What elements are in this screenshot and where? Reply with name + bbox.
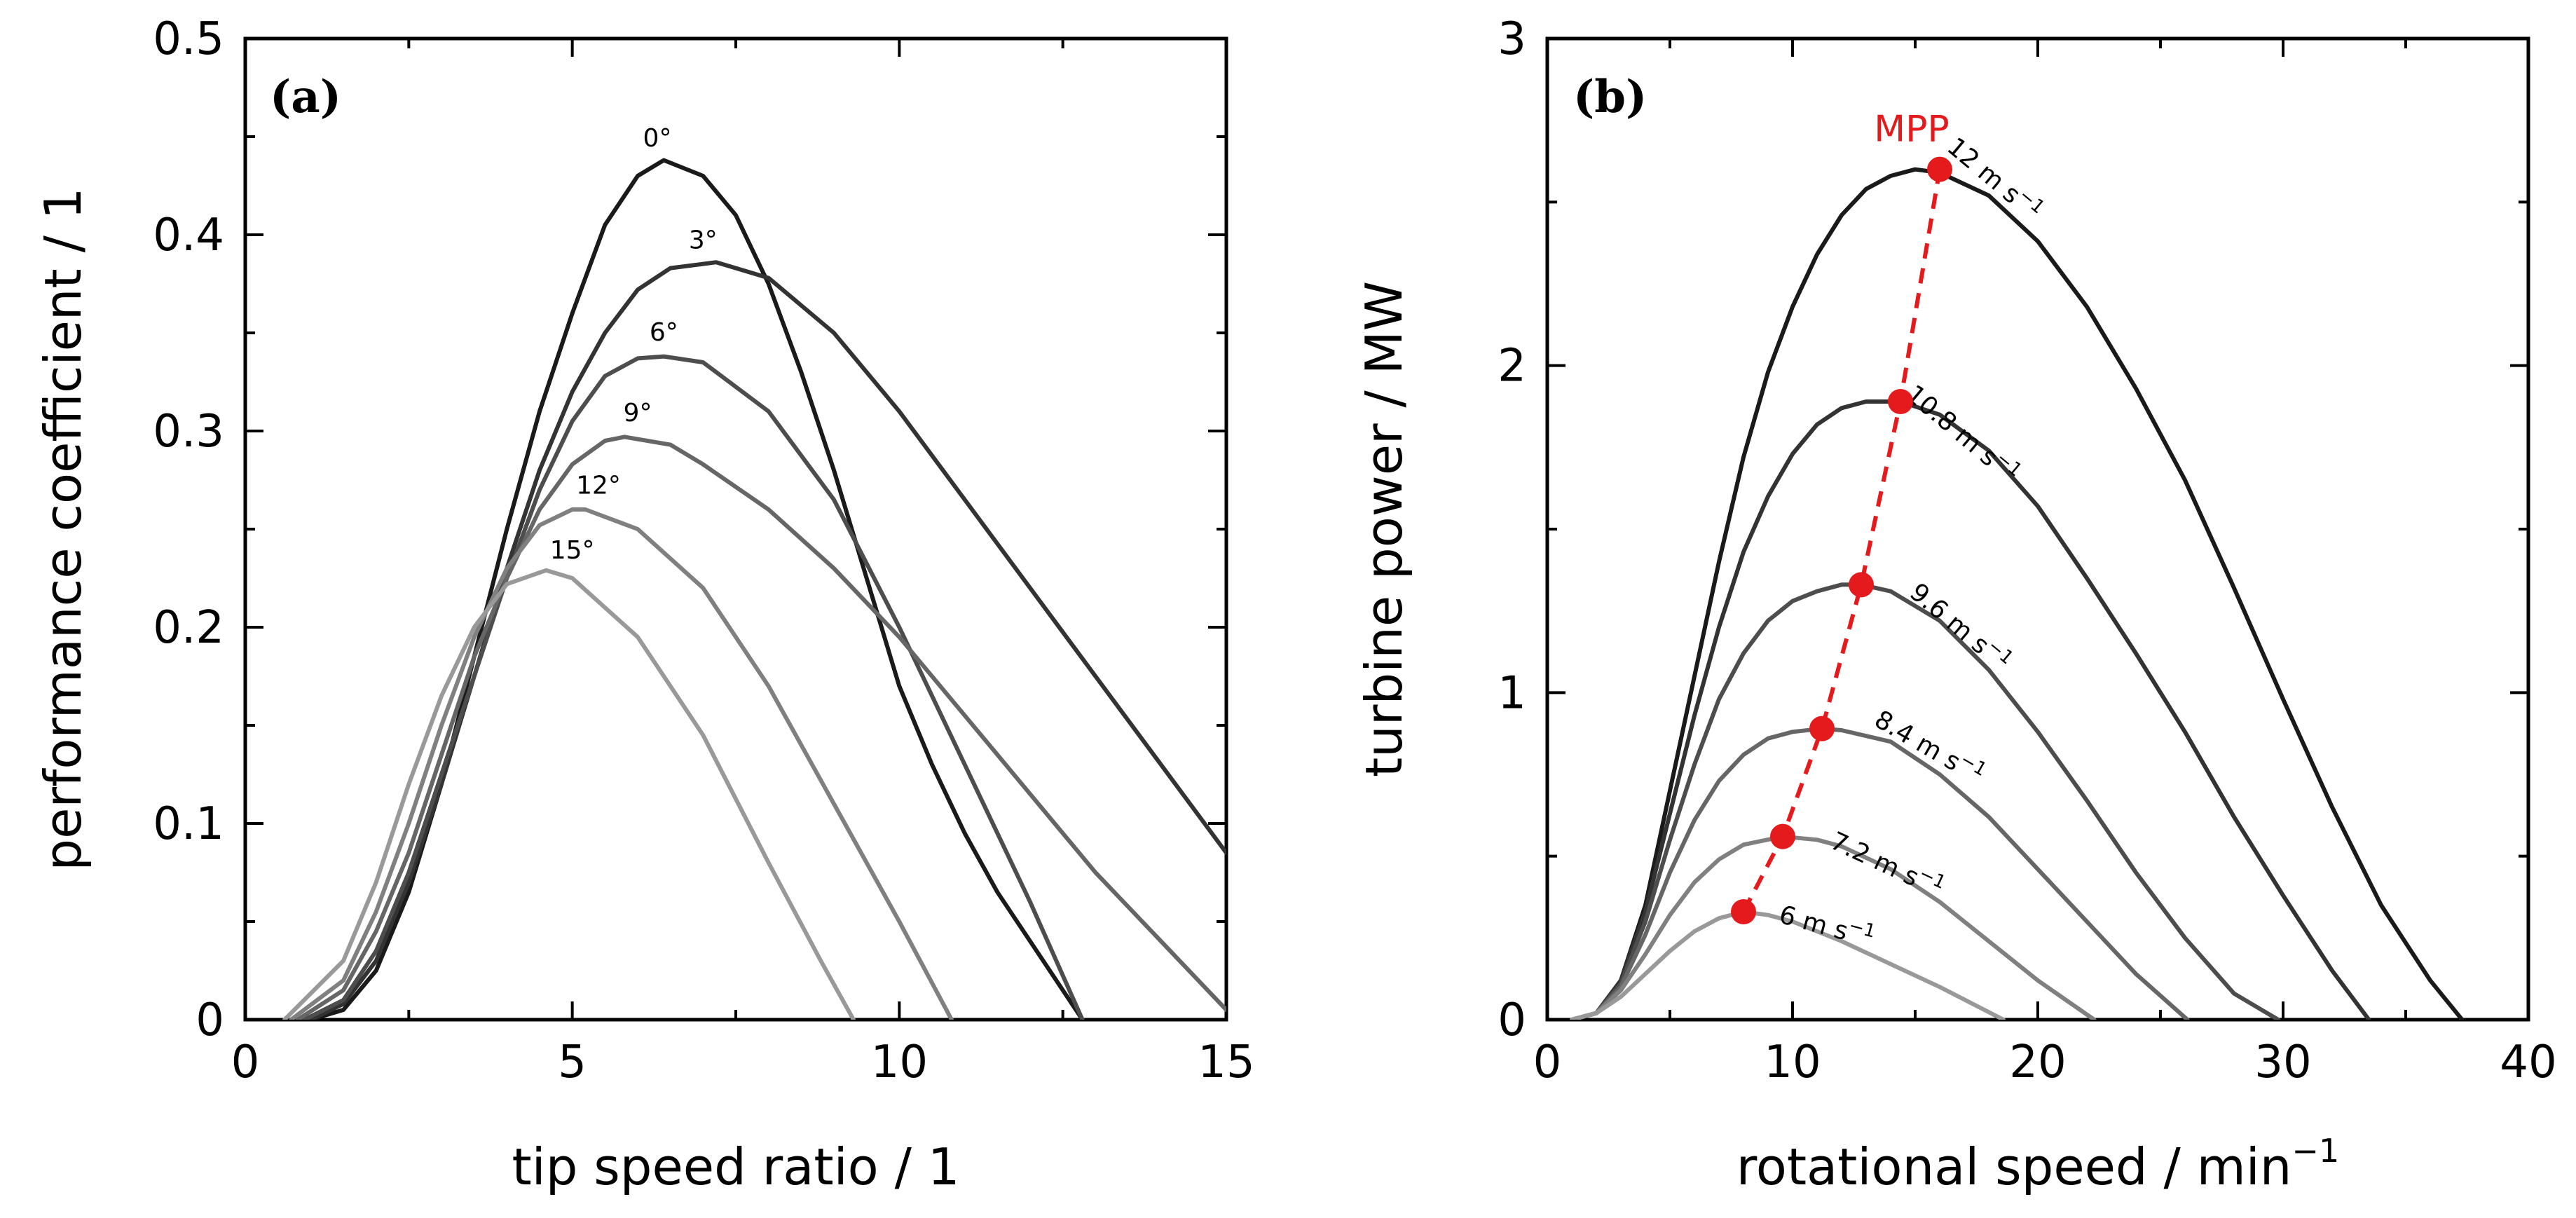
y-tick-label: 0 [1498,994,1526,1046]
series-line [308,260,1226,1020]
mpp-label: MPP [1874,109,1950,151]
series-line [1570,910,2006,1020]
series-label: 12 m s−1 [1942,130,2049,227]
panel-b-curves [1570,167,2465,1020]
x-tick-label: 10 [871,1036,928,1088]
y-tick-label: 0.1 [153,798,224,850]
x-tick-label: 0 [1533,1036,1562,1088]
mpp-trace [1731,156,1952,924]
y-tick-label: 0 [196,994,224,1046]
series-label-text: 7.2 m s [1826,827,1924,893]
x-tick-label: 10 [1764,1036,1821,1088]
panel-b-y-axis-label: turbine power / MW [1355,281,1413,777]
x-tick-label: 5 [558,1036,587,1088]
x-tick-label: 20 [2009,1036,2066,1088]
series-label: 0° [643,124,672,153]
series-label-text: 10.8 m s [1900,380,2003,472]
series-line [308,158,1085,1020]
series-label-text: 6 m s [1776,901,1851,946]
series-line [1570,726,2190,1020]
mpp-point [1731,899,1756,924]
panel-a-tag: (a) [270,71,341,123]
panel-b-x-axis-label-sup: −1 [2291,1132,2339,1170]
panel-a-x-axis-label: tip speed ratio / 1 [512,1137,959,1196]
series-label-text: 9° [624,399,652,427]
series-label: 8.4 m s−1 [1870,702,1990,791]
y-tick-label: 2 [1498,341,1526,392]
series-label-text: 6° [650,318,678,347]
series-line [1570,834,2097,1020]
series-label: 9° [624,399,652,427]
mpp-point [1770,823,1795,849]
y-tick-label: 3 [1498,13,1526,65]
y-tick-label: 0.3 [153,406,224,458]
series-label: 6° [650,318,678,347]
y-tick-label: 1 [1498,667,1526,719]
series-label-text: 12 m s [1942,132,2026,210]
panel-b-x-axis-label: rotational speed / min−1 [1736,1132,2339,1196]
series-label: 10.8 m s−1 [1900,377,2026,490]
panel-b-frame [1545,36,2530,1022]
mpp-point [1849,572,1874,598]
series-label: 15° [550,536,595,565]
panel-b-ticks [1546,37,2530,1021]
series-label: 3° [689,226,718,255]
panel-a-y-axis-label: performance coefficient / 1 [34,187,93,870]
panel-a-tick-labels: 0 5 10 15 0 0.1 0.2 0.3 0.4 0.5 [153,13,1255,1088]
mpp-point [1927,156,1952,182]
series-line [1570,167,2465,1020]
series-label-text: 0° [643,124,672,153]
x-tick-label: 40 [2500,1036,2556,1088]
series-label: 12° [576,472,621,500]
series-line [302,354,1085,1020]
panel-b-tag: (b) [1573,71,1647,123]
series-label-text: 3° [689,226,718,255]
y-tick-label: 0.4 [153,210,224,261]
panel-a: 0 5 10 15 0 0.1 0.2 0.3 0.4 0.5 0° 3° 6° 9° 12° 15° (a… [34,13,1255,1196]
panel-a-curve-labels: 0° 3° 6° 9° 12° 15° [550,124,718,565]
series-label: 7.2 m s−1 [1826,823,1950,904]
panel-b-x-axis-label-text: rotational speed / min [1736,1137,2292,1196]
mpp-point [1809,716,1835,741]
mpp-line [1741,169,1942,913]
y-tick-label: 0.5 [153,13,224,65]
panel-b-tick-labels: 0 10 20 30 40 0 1 2 3 [1498,13,2556,1088]
x-tick-label: 30 [2254,1036,2311,1088]
series-label: 6 m s−1 [1776,897,1878,953]
series-line [282,568,856,1020]
panel-a-curves [282,158,1226,1020]
x-tick-label: 0 [231,1036,260,1088]
series-label-text: 9.6 m s [1904,577,1994,660]
series-line [1570,399,2371,1020]
mpp-point [1888,389,1913,414]
series-line [1570,582,2280,1020]
series-label-text: 12° [576,472,621,500]
x-tick-label: 15 [1198,1036,1254,1088]
series-line [295,434,1226,1020]
series-line [289,507,954,1020]
y-tick-label: 0.2 [153,602,224,654]
series-label: 9.6 m s−1 [1904,575,2017,678]
series-label-sup: −1 [1847,915,1878,943]
series-label-text: 15° [550,536,595,565]
